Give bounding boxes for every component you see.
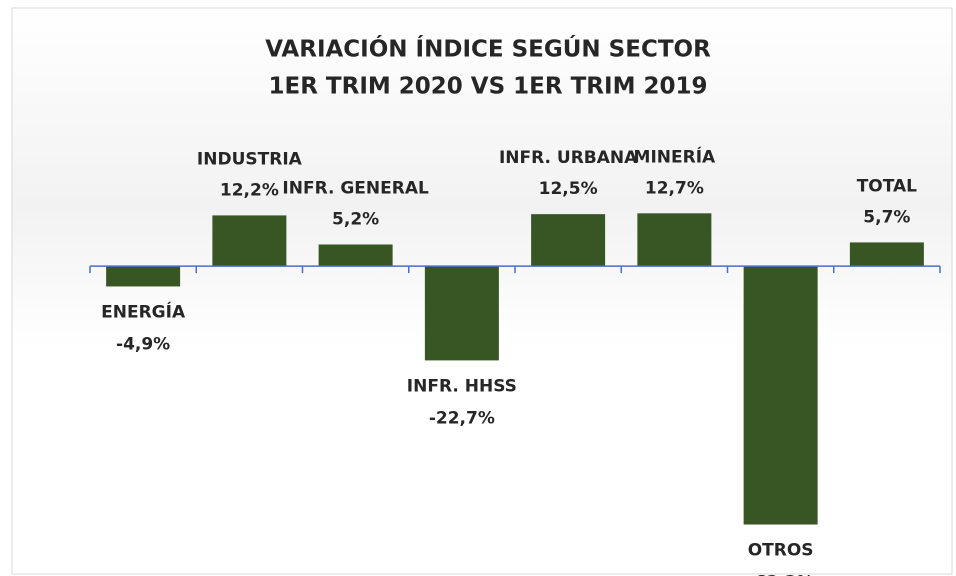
category-label: INFR. HHSS <box>407 376 517 396</box>
data-label: 5,2% <box>332 209 379 229</box>
data-label: -22,7% <box>429 408 495 428</box>
data-label: 12,2% <box>220 180 279 200</box>
category-label: TOTAL <box>857 176 917 196</box>
data-label: -4,9% <box>116 334 170 354</box>
data-label: 12,7% <box>645 178 704 198</box>
data-label: 5,7% <box>863 207 910 227</box>
category-label: ENERGÍA <box>101 300 186 322</box>
bar <box>531 214 606 267</box>
bar <box>743 266 818 525</box>
chart-title: VARIACIÓN ÍNDICE SEGÚN SECTOR <box>265 35 711 63</box>
chart-subtitle: 1ER TRIM 2020 VS 1ER TRIM 2019 <box>269 74 708 100</box>
data-label: 12,5% <box>539 179 598 199</box>
bar <box>106 266 181 287</box>
category-label: OTROS <box>748 541 814 561</box>
data-label: -62,2% <box>748 573 814 576</box>
bar <box>212 215 287 267</box>
category-label: MINERÍA <box>634 145 716 167</box>
category-label: INFR. GENERAL <box>282 178 429 198</box>
category-label: INFR. URBANA <box>499 148 638 168</box>
category-label: INDUSTRIA <box>197 149 303 169</box>
bar <box>849 242 924 267</box>
bar <box>424 266 499 361</box>
bar <box>318 244 393 267</box>
bar <box>637 213 712 267</box>
